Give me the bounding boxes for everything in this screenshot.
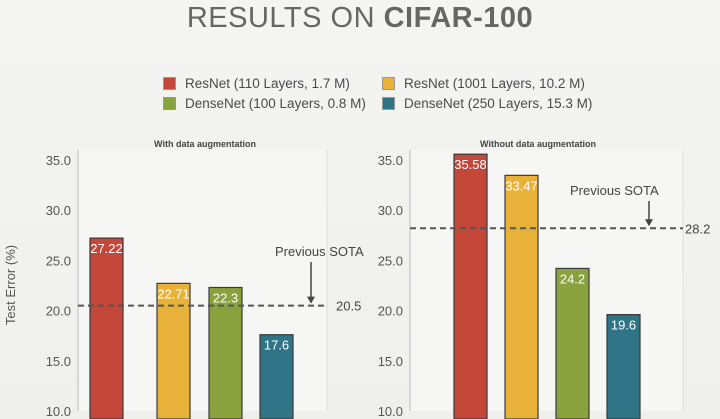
slide-title: RESULTS ON CIFAR-100 [0,2,720,35]
y-tick-label: 35.0 [378,153,403,168]
bar-value-label: 17.6 [264,338,289,353]
bar [504,174,539,419]
bar-value-label: 22.71 [157,286,190,301]
panel-title: Without data augmentation [480,139,596,149]
legend-swatch [382,96,395,110]
y-tick-label: 10.0 [46,404,71,419]
bar [606,314,641,419]
legend-swatch [163,96,176,110]
bar-value-label: 19.6 [611,318,636,333]
legend-swatch [382,76,395,90]
legend-item-densenet-100: DenseNet (100 Layers, 0.8 M) [163,94,366,112]
y-tick-label: 20.0 [46,304,71,319]
legend-label: ResNet (110 Layers, 1.7 M) [185,75,350,91]
y-tick-label: 10.0 [378,404,403,419]
bar [259,334,294,419]
bar [156,282,191,419]
legend-item-densenet-250: DenseNet (250 Layers, 15.3 M) [382,94,592,112]
bar [89,237,124,419]
bar-value-label: 24.2 [560,271,585,286]
title-prefix: RESULTS ON [186,2,384,34]
reference-value-label: 20.5 [336,299,361,314]
y-tick-label: 15.0 [378,354,403,369]
legend-item-resnet-1001: ResNet (1001 Layers, 10.2 M) [382,74,585,92]
y-tick-label: 20.0 [378,304,403,319]
annotation-arrow-head [645,219,653,227]
y-tick-label: 25.0 [378,253,403,268]
legend-label: DenseNet (100 Layers, 0.8 M) [185,95,366,111]
bar [208,286,243,419]
legend-label: DenseNet (250 Layers, 15.3 M) [404,95,593,111]
annotation-arrow-head [307,296,315,304]
bar [453,153,488,419]
annotation-previous-sota: Previous SOTA [570,183,659,198]
y-axis-label: Test Error (%) [3,245,18,325]
bar-value-label: 27.22 [90,241,123,256]
y-tick-label: 35.0 [46,153,71,168]
legend-label: ResNet (1001 Layers, 10.2 M) [404,75,585,91]
reference-value-label: 28.2 [685,221,710,236]
bar-value-label: 35.58 [454,157,487,172]
legend-swatch [163,76,176,90]
y-tick-label: 25.0 [46,253,71,268]
bar [555,267,590,419]
y-tick-label: 15.0 [46,354,71,369]
y-tick-label: 30.0 [378,203,403,218]
legend-item-resnet-110: ResNet (110 Layers, 1.7 M) [163,74,350,92]
bar-value-label: 33.47 [505,178,538,193]
title-bold: CIFAR-100 [383,2,534,34]
annotation-previous-sota: Previous SOTA [275,244,364,259]
panel-title: With data augmentation [154,139,256,149]
bar-value-label: 22.3 [213,291,238,306]
y-tick-label: 30.0 [46,203,71,218]
